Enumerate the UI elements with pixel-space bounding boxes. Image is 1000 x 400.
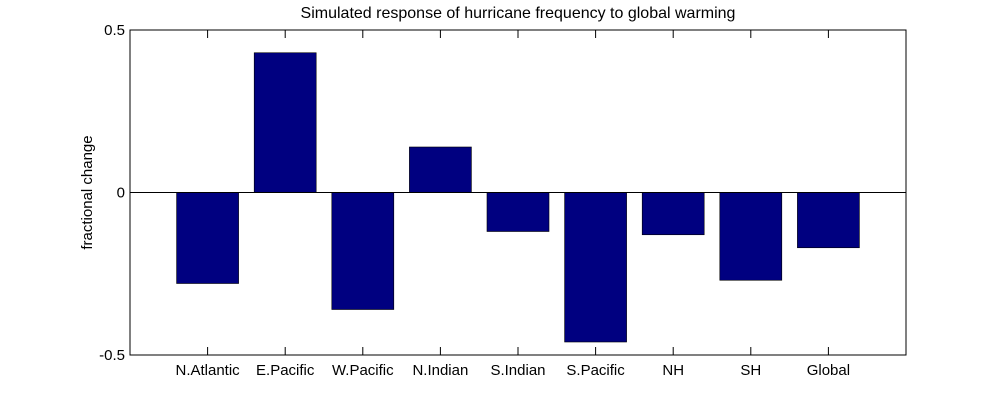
x-tick-label-s-pacific: S.Pacific [566,362,625,379]
bar-s-pacific [564,192,627,343]
y-axis: 0.5 0 -0.5 [99,22,906,364]
bar-w-pacific [331,192,395,310]
x-tick-label-e-pacific: E.Pacific [256,362,315,379]
bar-n-atlantic [176,192,239,284]
x-tick-label-sh: SH [740,362,761,379]
y-axis-label: fractional change [79,135,96,249]
bar-s-indian [486,192,550,232]
bar-sh [719,192,783,281]
x-axis: N.Atlantic E.Pacific W.Pacific N.Indian S.In… [175,30,850,379]
x-tick-label-nh: NH [662,362,684,379]
x-tick-label-n-indian: N.Indian [412,362,468,379]
bar-e-pacific [253,52,317,193]
y-tick-label: 0.5 [104,22,125,39]
x-tick-label-w-pacific: W.Pacific [332,362,394,379]
bar-nh [641,192,705,236]
chart-title: Simulated response of hurricane frequenc… [301,5,736,22]
x-tick-label-n-atlantic: N.Atlantic [175,362,240,379]
x-tick-label-global: Global [807,362,850,379]
y-tick-label: -0.5 [99,347,125,364]
y-tick-label: 0 [117,185,125,202]
bar-global [797,192,860,249]
bars-group [176,52,860,343]
bar-n-indian [409,146,472,193]
x-tick-label-s-indian: S.Indian [490,362,545,379]
